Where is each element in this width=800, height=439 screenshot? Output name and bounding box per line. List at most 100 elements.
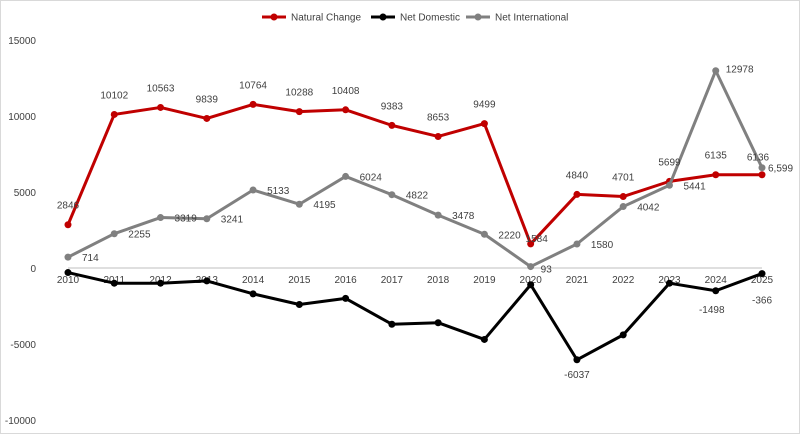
data-point: [295, 300, 303, 308]
data-label: 93: [541, 265, 553, 276]
y-tick-label: 10000: [8, 112, 36, 123]
x-tick-label: 2025: [751, 275, 774, 286]
legend-marker: [379, 13, 387, 21]
data-point: [480, 120, 488, 128]
y-tick-label: 5000: [14, 188, 37, 199]
data-point: [64, 221, 72, 229]
data-label: 4701: [612, 173, 635, 184]
x-tick-label: 2018: [427, 275, 450, 286]
legend-marker: [474, 13, 482, 21]
data-point: [110, 279, 118, 287]
data-label: 4195: [313, 200, 336, 211]
data-label: 10102: [100, 90, 128, 101]
data-label: 9499: [473, 100, 496, 111]
data-label: 5699: [658, 157, 681, 168]
data-label: 10288: [285, 88, 313, 99]
data-point: [64, 253, 72, 261]
series-net-international: [64, 67, 766, 271]
data-point: [527, 263, 535, 271]
data-label: -1498: [699, 305, 725, 316]
data-point: [712, 67, 720, 75]
data-point: [712, 287, 720, 295]
data-label: 10764: [239, 80, 267, 91]
x-tick-label: 2010: [57, 275, 80, 286]
series-line: [66, 102, 763, 246]
series-line: [67, 69, 764, 269]
x-tick-label: 2021: [566, 275, 589, 286]
x-tick-label: 2020: [520, 275, 543, 286]
data-label: 1580: [591, 240, 614, 251]
data-label: 4822: [406, 191, 429, 202]
legend-label: Natural Change: [291, 13, 361, 24]
data-label: 10563: [147, 83, 175, 94]
data-point: [712, 171, 720, 179]
data-point: [434, 211, 442, 219]
data-label: 12978: [726, 65, 754, 76]
data-point: [388, 320, 396, 328]
data-point: [157, 214, 165, 222]
data-label: 2846: [57, 201, 80, 212]
data-point: [295, 200, 303, 208]
data-label: 9383: [381, 101, 404, 112]
data-point: [434, 319, 442, 327]
series-net-domestic: [64, 269, 766, 364]
data-point: [342, 106, 350, 114]
series-line: [67, 271, 763, 362]
data-label: 3319: [175, 214, 198, 225]
y-tick-label: 15000: [8, 36, 36, 47]
data-point: [249, 100, 257, 108]
data-point: [157, 279, 165, 287]
data-point: [110, 110, 118, 118]
data-point: [758, 171, 766, 179]
legend-entry: Natural Change: [262, 13, 361, 24]
data-label: 5441: [683, 181, 706, 192]
data-label: 6,599: [768, 164, 793, 175]
legend-entry: Net Domestic: [371, 13, 460, 24]
data-point: [573, 190, 581, 198]
data-label: 2220: [498, 230, 521, 241]
data-label: 6024: [360, 172, 383, 183]
x-tick-label: 2017: [381, 275, 404, 286]
data-label: 714: [82, 253, 99, 264]
data-label: 3241: [221, 215, 244, 226]
data-label: -366: [752, 296, 772, 307]
legend-label: Net International: [495, 13, 568, 24]
data-label: 3478: [452, 211, 475, 222]
data-point: [434, 132, 442, 140]
x-tick-label: 2014: [242, 275, 265, 286]
data-point: [665, 279, 673, 287]
data-label: 4042: [637, 203, 660, 214]
data-label: 6135: [705, 151, 728, 162]
x-tick-label: 2016: [334, 275, 357, 286]
data-label: 5133: [267, 186, 290, 197]
data-point: [388, 121, 396, 129]
data-point: [573, 356, 581, 364]
data-point: [342, 294, 350, 302]
y-tick-label: -10000: [5, 416, 37, 427]
data-point: [388, 191, 396, 199]
x-tick-label: 2015: [288, 275, 311, 286]
y-tick-label: 0: [30, 264, 36, 275]
data-point: [203, 114, 211, 122]
data-point: [665, 181, 673, 189]
y-tick-label: -5000: [10, 340, 36, 351]
data-point: [203, 215, 211, 223]
data-label: 4840: [566, 170, 589, 181]
data-label: 2255: [128, 230, 151, 241]
data-point: [64, 269, 72, 277]
data-point: [480, 335, 488, 343]
data-point: [758, 270, 766, 278]
data-point: [619, 193, 627, 201]
data-label: 10408: [332, 86, 360, 97]
data-label: 1584: [526, 234, 549, 245]
legend-label: Net Domestic: [400, 13, 460, 24]
data-point: [295, 108, 303, 116]
data-point: [573, 240, 581, 248]
data-point: [157, 103, 165, 111]
series-natural-change: [64, 100, 766, 248]
x-tick-label: 2024: [705, 275, 728, 286]
data-point: [110, 230, 118, 238]
data-point: [203, 277, 211, 285]
